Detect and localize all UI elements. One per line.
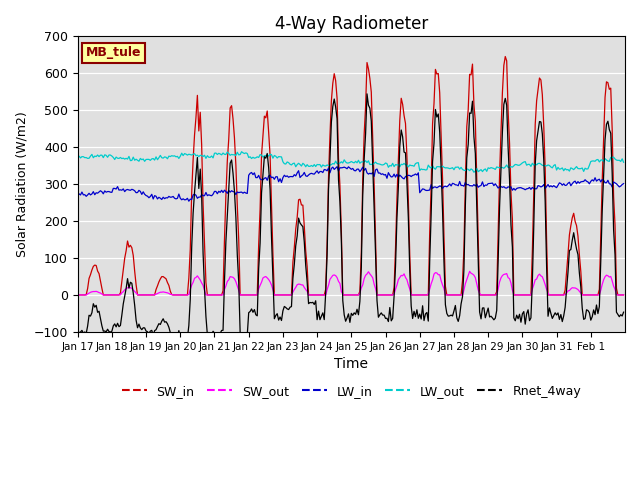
SW_out [463,276,470,282]
LW_out [620,159,627,165]
Legend: SW_in, SW_out, LW_in, LW_out, Rnet_4way: SW_in, SW_out, LW_in, LW_out, Rnet_4way [116,380,586,403]
Line: SW_in: SW_in [77,57,623,295]
SW_out [92,288,100,294]
LW_in [466,183,474,189]
SW_in [92,263,100,268]
Line: LW_in: LW_in [77,167,623,201]
LW_out [109,155,117,160]
SW_in [617,292,625,298]
LW_in [109,185,117,191]
LW_in [358,167,365,173]
SW_out [620,292,627,298]
LW_in [618,181,626,187]
LW_in [92,190,100,196]
LW_out [74,156,81,161]
LW_in [620,181,627,187]
SW_out [466,268,474,274]
LW_in [547,183,555,189]
LW_out [237,149,245,155]
Rnet_4way [363,91,371,97]
Title: 4-Way Radiometer: 4-Way Radiometer [275,15,428,33]
Rnet_4way [618,313,626,319]
SW_in [463,123,470,129]
Line: LW_out: LW_out [77,152,623,172]
LW_in [185,198,193,204]
Line: SW_out: SW_out [77,271,623,295]
Y-axis label: Solar Radiation (W/m2): Solar Radiation (W/m2) [15,111,28,257]
LW_out [465,167,472,172]
Rnet_4way [92,302,100,308]
SW_out [546,292,554,298]
Rnet_4way [547,311,555,316]
Rnet_4way [109,323,117,329]
Line: Rnet_4way: Rnet_4way [77,94,623,342]
LW_out [547,164,555,170]
LW_out [356,160,364,166]
LW_out [470,169,477,175]
LW_out [618,156,626,162]
LW_in [74,192,81,197]
Rnet_4way [356,299,364,304]
Rnet_4way [74,328,81,334]
SW_in [355,292,362,298]
Rnet_4way [178,339,186,345]
X-axis label: Time: Time [334,357,369,371]
SW_in [546,292,554,298]
SW_in [109,292,117,298]
SW_in [620,292,627,298]
SW_out [355,292,362,298]
SW_out [109,292,117,298]
SW_out [617,292,625,298]
LW_out [92,154,100,159]
LW_in [333,164,341,169]
SW_in [501,54,509,60]
SW_out [74,292,81,298]
Rnet_4way [620,309,627,315]
SW_in [74,292,81,298]
Rnet_4way [466,110,474,116]
Text: MB_tule: MB_tule [86,46,141,60]
